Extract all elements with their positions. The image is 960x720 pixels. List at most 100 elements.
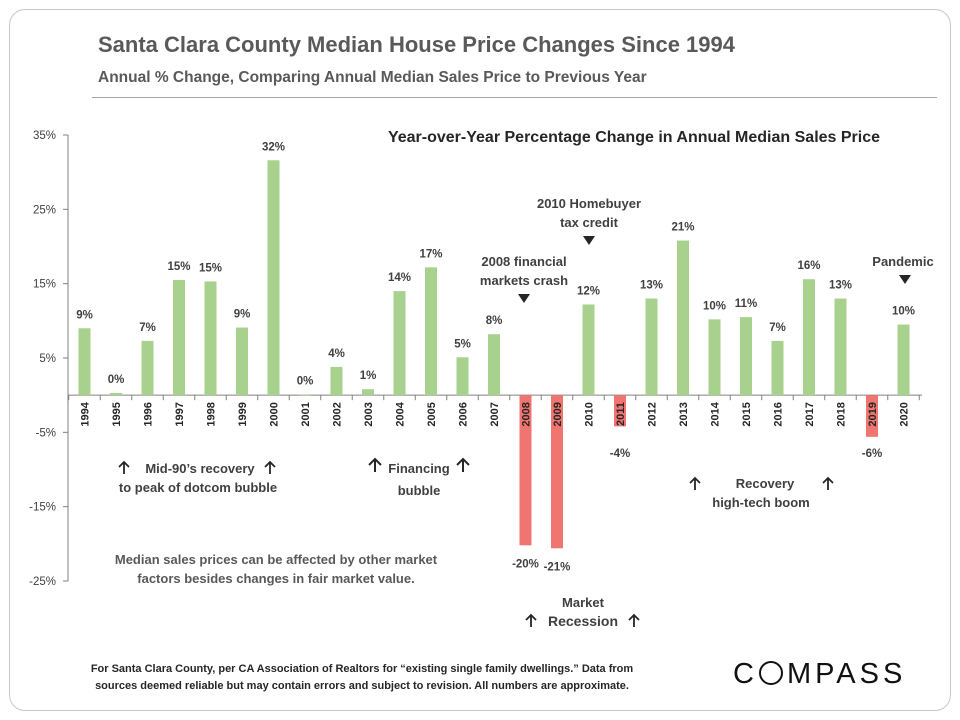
data-label: 13% — [829, 280, 852, 292]
chart-title: Year-over-Year Percentage Change in Annu… — [388, 129, 880, 146]
x-tick-label: 1995 — [111, 402, 123, 426]
annotation-recession-line1: Market — [562, 595, 605, 610]
annotation-credit2010-line2: tax credit — [560, 215, 618, 230]
x-tick-label: 2019 — [867, 402, 879, 426]
x-tick-label: 2018 — [836, 402, 848, 426]
x-tick-label: 1998 — [206, 402, 218, 426]
footnote-line-2: sources deemed reliable but may contain … — [95, 680, 629, 692]
y-tick-label: 35% — [33, 130, 56, 142]
annotation-crash2008-line2: markets crash — [480, 273, 568, 288]
annotation-financing-line2: bubble — [398, 483, 441, 498]
x-tick-label: 2014 — [710, 401, 722, 426]
data-label: 16% — [797, 260, 820, 272]
data-label: -4% — [610, 448, 630, 460]
x-tick-label: 2010 — [584, 402, 596, 426]
bar-2017 — [803, 279, 815, 396]
y-tick-label: 25% — [33, 204, 56, 216]
up-arrow-icon — [456, 457, 470, 472]
annotation-recession-line2: Recession — [548, 613, 618, 629]
x-tick-label: 2005 — [426, 402, 438, 426]
annotations: Year-over-Year Percentage Change in Annu… — [115, 129, 934, 629]
bar-2000 — [267, 160, 280, 396]
data-label: 15% — [167, 261, 190, 273]
data-label: 12% — [577, 285, 600, 297]
annotation-note-line1: Median sales prices can be affected by o… — [115, 552, 438, 567]
data-label: 9% — [76, 309, 93, 321]
data-label: 11% — [735, 298, 757, 310]
x-tick-label: 2017 — [804, 402, 816, 426]
x-tick-label: 2003 — [363, 402, 375, 426]
bar-1998 — [204, 281, 217, 396]
bar-1999 — [236, 327, 248, 396]
axes: 35% 25% 15% 5% -5% -15% -25% — [29, 130, 922, 588]
bar-2005 — [425, 267, 437, 396]
data-label: 32% — [262, 141, 285, 153]
bar-2016 — [771, 340, 784, 396]
data-label: 5% — [454, 338, 471, 350]
annotation-mid90s-line2: to peak of dotcom bubble — [119, 480, 277, 495]
data-label: 9% — [234, 309, 251, 321]
y-tick-label: -5% — [36, 427, 56, 439]
bar-2012 — [645, 298, 658, 396]
annotation-pandemic: Pandemic — [872, 254, 933, 269]
data-labels: 1994 9% 1995 0% 1996 7% 1997 15% 1998 15% 1999 9% 20… — [76, 141, 915, 573]
bar-2007 — [488, 334, 500, 396]
annotation-recovery-line2: high-tech boom — [712, 495, 810, 510]
down-triangle-icon — [583, 236, 595, 245]
bar-1997 — [173, 279, 185, 396]
bars — [78, 160, 910, 549]
y-tick-label: -15% — [29, 502, 56, 514]
x-tick-label: 2002 — [332, 402, 344, 426]
data-label: 0% — [108, 374, 125, 386]
data-label: 13% — [640, 280, 663, 292]
data-label: 17% — [419, 248, 442, 260]
x-tick-label: 1997 — [174, 402, 186, 426]
up-arrow-icon — [822, 476, 834, 490]
y-tick-label: -25% — [29, 576, 56, 588]
x-tick-label: 2009 — [552, 402, 564, 426]
bar-1995 — [110, 392, 122, 396]
x-tick-label: 2020 — [899, 402, 911, 426]
bar-2003 — [362, 389, 374, 396]
compass-logo: C MPASS — [733, 658, 907, 690]
bar-2011 — [614, 395, 626, 427]
footnote: For Santa Clara County, per CA Associati… — [72, 661, 652, 695]
data-label: -21% — [544, 561, 571, 573]
data-label: 15% — [199, 262, 222, 274]
x-tick-label: 1999 — [237, 402, 249, 426]
up-arrow-icon — [628, 613, 640, 627]
x-tick-label: 2006 — [458, 402, 470, 426]
bar-2002 — [330, 366, 343, 396]
down-triangle-icon — [518, 294, 530, 303]
up-arrow-icon — [525, 613, 537, 627]
bar-2014 — [708, 319, 721, 396]
data-label: 10% — [703, 300, 726, 312]
annotation-recovery-line1: Recovery — [736, 476, 795, 491]
up-arrow-icon — [689, 476, 701, 490]
page-subtitle: Annual % Change, Comparing Annual Median… — [98, 69, 647, 86]
page-title: Santa Clara County Median House Price Ch… — [98, 32, 735, 57]
annotation-credit2010-line1: 2010 Homebuyer — [537, 196, 641, 211]
data-label: 4% — [328, 348, 345, 360]
bar-2018 — [834, 298, 847, 396]
up-arrow-icon — [264, 460, 276, 474]
data-label: 0% — [297, 375, 314, 387]
data-label: 10% — [892, 306, 915, 318]
annotation-crash2008-line1: 2008 financial — [481, 254, 566, 269]
bar-2020 — [897, 324, 910, 396]
bar-2009 — [551, 395, 563, 549]
data-label: -6% — [862, 448, 882, 460]
x-tick-label: 2013 — [678, 402, 690, 426]
bar-1994 — [78, 328, 91, 396]
slide-frame — [9, 9, 951, 711]
bar-2008 — [519, 395, 532, 546]
x-tick-label: 2007 — [489, 402, 501, 426]
x-tick-label: 2012 — [647, 402, 659, 426]
footnote-line-1: For Santa Clara County, per CA Associati… — [90, 663, 634, 675]
bar-2010 — [582, 304, 595, 396]
x-tick-label: 1996 — [143, 402, 155, 426]
data-label: 14% — [388, 272, 411, 284]
bar-1996 — [141, 340, 154, 396]
bar-2013 — [677, 240, 689, 396]
